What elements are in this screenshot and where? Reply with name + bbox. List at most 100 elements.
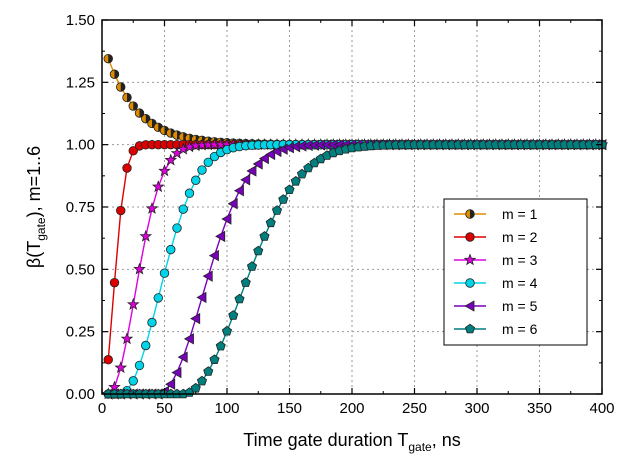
data-point (109, 277, 120, 288)
data-point (196, 291, 207, 304)
data-point (128, 376, 138, 386)
y-tick-label: 0.75 (66, 199, 95, 216)
x-tick-label: 250 (402, 400, 427, 417)
data-point (177, 351, 188, 363)
data-point (166, 244, 176, 255)
legend-item: m = 4 (454, 275, 538, 291)
data-point (153, 293, 163, 303)
data-point (246, 165, 257, 177)
data-point (116, 82, 126, 92)
x-tick-label: 100 (214, 400, 239, 417)
data-point (221, 213, 232, 225)
data-point (141, 114, 151, 124)
data-point (133, 262, 146, 275)
data-point (126, 297, 140, 310)
data-point (290, 176, 301, 186)
data-point (252, 158, 263, 170)
data-point (114, 361, 128, 374)
legend-label: m = 5 (502, 298, 538, 314)
series-line (107, 58, 602, 146)
data-point (253, 245, 264, 256)
x-tick-label: 0 (98, 400, 106, 417)
data-point (172, 223, 182, 233)
data-point (240, 277, 251, 287)
series-layer (101, 53, 609, 400)
series-1 (103, 53, 607, 150)
data-point (246, 261, 258, 271)
y-tick-label: 0.00 (66, 386, 95, 403)
data-point (128, 101, 138, 111)
x-tick-label: 400 (589, 400, 614, 417)
data-point (183, 333, 194, 345)
x-tick-label: 50 (156, 400, 173, 417)
data-point (271, 205, 283, 215)
data-point (120, 332, 134, 345)
data-point (197, 165, 207, 175)
data-point (209, 354, 220, 365)
data-point (265, 217, 276, 228)
y-tick-label: 0.25 (66, 324, 95, 341)
legend-marker (465, 232, 475, 242)
data-point (134, 360, 145, 371)
data-point (165, 378, 176, 390)
data-point (278, 194, 289, 204)
data-point (221, 325, 233, 336)
data-point (147, 317, 157, 328)
y-axis-label: β(Tgate), m=1..6 (24, 146, 48, 268)
legend-item: m = 1 (454, 206, 538, 222)
data-point (122, 163, 132, 173)
data-point (103, 53, 113, 64)
data-point (128, 146, 138, 156)
legend-box (443, 198, 588, 346)
data-point (258, 152, 269, 165)
data-point (203, 157, 213, 167)
data-point (103, 355, 113, 365)
data-point (284, 184, 295, 195)
data-point (240, 174, 251, 186)
legend-item: m = 3 (454, 252, 538, 268)
data-point (145, 201, 159, 214)
legend-item: m = 5 (454, 298, 538, 314)
x-tick-label: 200 (339, 400, 364, 417)
legend-marker (464, 323, 476, 334)
data-point (159, 268, 170, 278)
legend-item: m = 6 (454, 321, 538, 337)
data-point (178, 204, 188, 214)
data-point (215, 340, 226, 351)
series-6 (103, 139, 608, 399)
legend-item: m = 2 (454, 229, 538, 245)
data-point (151, 180, 165, 193)
legend-marker (464, 300, 475, 312)
legend-marker (463, 253, 477, 266)
data-point (122, 92, 132, 103)
y-tick-label: 1.50 (66, 12, 95, 29)
data-point (141, 340, 151, 351)
legend-label: m = 2 (502, 229, 538, 245)
data-point (116, 205, 126, 216)
y-tick-label: 1.25 (66, 74, 95, 91)
data-point (190, 312, 201, 325)
data-point (139, 229, 153, 242)
y-tick-label: 0.50 (66, 261, 95, 278)
ticks (101, 19, 603, 395)
data-point (259, 231, 270, 241)
data-point (109, 69, 120, 79)
data-point (234, 293, 245, 304)
data-point (215, 230, 226, 243)
legend-marker (465, 278, 475, 288)
data-point (233, 184, 244, 197)
tick-labels: 0 50 100 150 200 250 300 350 400 0.00 0.25 0.50 0.75… (66, 12, 615, 417)
legend: m = 1 m = 2 m = 3 m = 4 m = 5 m = 6 (443, 198, 588, 346)
data-point (184, 188, 195, 198)
data-point (191, 175, 201, 185)
legend-label: m = 3 (502, 252, 538, 268)
legend-marker (465, 209, 475, 219)
legend-label: m = 4 (502, 275, 538, 291)
legend-label: m = 1 (502, 206, 538, 222)
data-point (171, 366, 182, 379)
data-point (208, 249, 219, 262)
data-point (164, 153, 178, 166)
data-point (227, 198, 238, 210)
data-point (203, 366, 214, 376)
